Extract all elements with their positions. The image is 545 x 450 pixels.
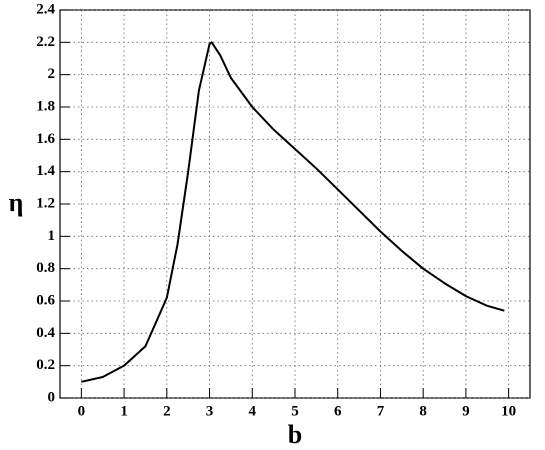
y-tick-label: 2.2 [36,34,55,50]
y-tick-label: 0 [48,389,56,405]
x-tick-label: 0 [78,403,86,419]
x-tick-label: 10 [501,403,516,419]
y-tick-label: 1.2 [36,195,55,211]
y-tick-label: 1.6 [36,131,55,147]
y-tick-label: 0.2 [36,357,55,373]
y-tick-label: 1 [48,228,56,244]
x-tick-label: 7 [377,403,385,419]
x-axis-title: b [288,420,302,449]
data-line [81,41,505,383]
y-tick-label: 0.6 [36,292,55,308]
x-tick-label: 2 [163,403,171,419]
y-tick-label: 1.4 [36,163,55,179]
x-tick-label: 3 [206,403,214,419]
y-tick-label: 1.8 [36,98,55,114]
x-tick-label: 8 [419,403,427,419]
x-tick-label: 5 [291,403,299,419]
y-axis-title: η [9,188,24,217]
y-tick-label: 2 [48,66,56,82]
y-tick-label: 0.8 [36,260,55,276]
x-tick-label: 6 [334,403,342,419]
y-tick-label: 0.4 [36,325,55,341]
x-tick-label: 9 [462,403,470,419]
x-tick-label: 1 [120,403,128,419]
y-tick-label: 2.4 [36,1,55,17]
x-tick-label: 4 [249,403,257,419]
